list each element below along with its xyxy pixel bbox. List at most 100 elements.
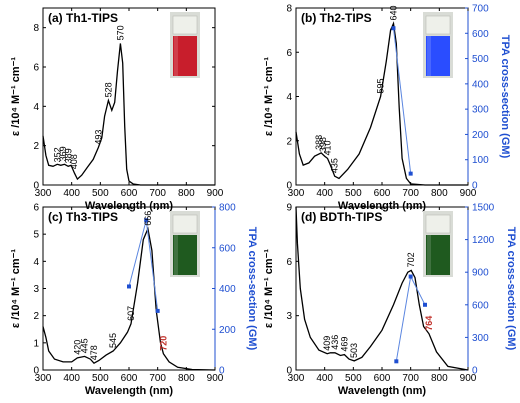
- peak-label: 702: [406, 252, 416, 267]
- y-axis-label: ε /10⁴ M⁻¹ cm⁻¹: [10, 57, 22, 136]
- peak-label: 369: [58, 146, 68, 161]
- peak-label: 436: [330, 335, 340, 350]
- absorption-line: [295, 21, 468, 186]
- y-tick-label: 3: [33, 284, 39, 295]
- peak-label: 388: [314, 135, 324, 150]
- cuvette-cap: [172, 15, 198, 35]
- y2-tick-label: 400: [472, 79, 489, 90]
- x-axis-label: Wavelength (nm): [85, 200, 174, 212]
- y-tick-label: 2: [33, 141, 39, 152]
- cuvette-highlight: [174, 36, 178, 76]
- y-tick-label: 4: [33, 257, 39, 268]
- y2-tick-label: 1500: [472, 203, 495, 214]
- peak-label: 640: [388, 5, 398, 20]
- y-tick-label: 2: [286, 136, 292, 147]
- y-tick-label: 2: [33, 311, 39, 322]
- x-tick-label: 600: [121, 188, 138, 199]
- tpa-line: [395, 274, 426, 362]
- tpa-point: [408, 274, 413, 279]
- x-tick-label: 500: [345, 373, 362, 384]
- peak-label: 503: [349, 343, 359, 358]
- y-tick-label: 4: [33, 102, 39, 113]
- peak-label: 478: [89, 345, 99, 360]
- cuvette-solution: [173, 235, 197, 275]
- cuvette-solution: [173, 36, 197, 76]
- peak-label: 445: [80, 338, 90, 353]
- y2-tick-label: 600: [472, 29, 489, 40]
- peak-label-red: 720: [158, 336, 168, 351]
- x-tick-label: 400: [63, 373, 80, 384]
- y2-tick-label: 600: [219, 243, 236, 254]
- x-tick-label: 400: [63, 188, 80, 199]
- absorption-line: [42, 43, 215, 186]
- y-axis-label: ε /10⁴ M⁻¹ cm⁻¹: [263, 57, 275, 136]
- y-tick-label: 6: [33, 203, 39, 214]
- x-tick-label: 600: [121, 373, 138, 384]
- cuvette-highlight: [427, 235, 431, 275]
- x-tick-label: 900: [460, 188, 477, 199]
- peak-label: 408: [69, 154, 79, 169]
- peak-label: 528: [103, 82, 113, 97]
- y2-tick-label: 1200: [472, 235, 495, 246]
- tpa-point: [144, 218, 149, 223]
- y-tick-label: 6: [33, 63, 39, 74]
- x-tick-label: 500: [92, 188, 109, 199]
- x-tick-label: 400: [316, 188, 333, 199]
- peak-label: 469: [339, 337, 349, 352]
- x-tick-label: 900: [460, 373, 477, 384]
- x-axis-label: Wavelength (nm): [85, 385, 174, 397]
- x-tick-label: 500: [92, 373, 109, 384]
- y2-axis-label: TPA cross-section (GM): [246, 227, 258, 351]
- peak-label: 666: [143, 211, 153, 226]
- chart-panel-2: 300 400 500 600 700 800 9000246801002003004005…: [263, 4, 511, 213]
- y-axis-label: ε /10⁴ M⁻¹ cm⁻¹: [263, 249, 275, 328]
- peak-label: 570: [115, 25, 125, 40]
- x-tick-label: 300: [288, 188, 305, 199]
- x-tick-label: 600: [374, 373, 391, 384]
- y2-tick-label: 300: [472, 333, 489, 344]
- absorption-line: [295, 206, 469, 371]
- y-tick-label: 1: [33, 338, 39, 349]
- y2-axis-label: TPA cross-section (GM): [505, 227, 517, 351]
- y-tick-label: 6: [286, 257, 292, 268]
- x-tick-label: 700: [149, 188, 166, 199]
- x-axis-label: Wavelength (nm): [338, 385, 427, 397]
- y2-tick-label: 700: [472, 4, 489, 15]
- chart-panel-4: 300 400 500 600 700 800 9000369030060090012001…: [263, 203, 517, 398]
- x-tick-label: 800: [431, 188, 448, 199]
- cuvette-cap: [172, 214, 198, 234]
- tpa-line: [393, 28, 412, 174]
- cuvette-highlight: [174, 235, 178, 275]
- peak-label-red: 764: [424, 316, 434, 331]
- tpa-point: [391, 26, 396, 31]
- x-axis-label: Wavelength (nm): [338, 200, 427, 212]
- y-tick-label: 3: [286, 311, 292, 322]
- peak-label: 389: [64, 148, 74, 163]
- y2-tick-label: 200: [472, 130, 489, 141]
- panel-title: (a) Th1-TIPS: [48, 11, 118, 25]
- y2-tick-label: 200: [219, 325, 236, 336]
- cuvette-cap: [425, 214, 451, 234]
- x-tick-label: 800: [178, 188, 195, 199]
- panel-title: (d) BDTh-TIPS: [301, 210, 382, 224]
- peak-label: 435: [330, 158, 340, 173]
- x-tick-label: 700: [402, 373, 419, 384]
- cuvette-highlight: [427, 36, 431, 76]
- y2-axis-label: TPA cross-section (GM): [499, 35, 511, 159]
- x-tick-label: 500: [345, 188, 362, 199]
- cuvette-solution: [426, 235, 450, 275]
- x-tick-label: 800: [178, 373, 195, 384]
- tpa-point: [408, 171, 413, 176]
- y-tick-label: 8: [286, 4, 292, 15]
- panel-title: (b) Th2-TIPS: [301, 11, 372, 25]
- y-tick-label: 6: [286, 48, 292, 59]
- y-tick-label: 8: [33, 23, 39, 34]
- y-tick-label: 9: [286, 203, 292, 214]
- chart-panel-3: 300 400 500 600 700 800 9000123456020040060080…: [10, 203, 258, 398]
- x-tick-label: 300: [35, 373, 52, 384]
- x-tick-label: 300: [35, 188, 52, 199]
- x-tick-label: 300: [288, 373, 305, 384]
- y2-tick-label: 0: [472, 181, 478, 192]
- y2-tick-label: 100: [472, 155, 489, 166]
